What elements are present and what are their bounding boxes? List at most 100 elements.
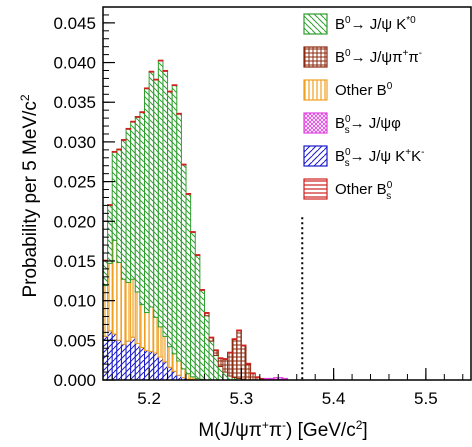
histogram-bar (222, 358, 229, 373)
histogram-bar (203, 315, 210, 381)
y-tick-label: 0.025 (53, 173, 96, 192)
legend-label: Other B0 s (335, 180, 393, 202)
legend-swatch (303, 79, 328, 101)
histogram-bar (171, 370, 178, 381)
histogram-bar (245, 362, 252, 365)
histogram-bar (213, 349, 219, 352)
histogram-bar (162, 335, 169, 363)
legend-label: B0 s→ J/ψφ (335, 114, 401, 136)
histogram-bar (167, 90, 173, 93)
histogram-bar (245, 363, 252, 381)
histogram-bar (263, 377, 270, 380)
legend-label: B0→ J/ψ K*0 (335, 15, 416, 33)
histogram-bar (125, 340, 132, 381)
histogram-bar (134, 291, 141, 344)
histogram-bar (208, 336, 215, 339)
x-tick-label: 5.5 (414, 389, 438, 408)
legend-swatch (303, 46, 328, 68)
histogram-bar (139, 112, 146, 306)
histogram-bar (194, 254, 201, 256)
histogram-bar (185, 193, 192, 195)
histogram-bar (176, 113, 182, 362)
histogram-bar (134, 116, 141, 118)
histogram-bar (167, 91, 173, 348)
histogram-bar (139, 346, 146, 381)
histogram-bar (111, 150, 118, 153)
histogram-bar (213, 350, 219, 356)
histogram-bar (148, 71, 155, 308)
legend-swatch (303, 145, 328, 167)
x-tick-label: 5.2 (137, 389, 161, 408)
legend-swatch (303, 178, 328, 200)
histogram-bar (240, 344, 247, 347)
histogram-bar (116, 339, 122, 381)
legend-label: B0 s→ J/ψ K+K- (335, 147, 424, 169)
histogram-bar (185, 193, 192, 375)
histogram-bars (102, 59, 289, 381)
histogram-bar (157, 60, 164, 328)
y-tick-label: 0.040 (53, 54, 96, 73)
histogram-bar (144, 350, 150, 381)
histogram-bar (134, 116, 141, 293)
histogram-bar (130, 336, 136, 381)
histogram-bar (236, 329, 242, 332)
histogram-bar (190, 231, 196, 233)
y-tick-label: 0.000 (53, 371, 96, 390)
histogram-bar (107, 330, 113, 381)
histogram-bar (185, 373, 192, 380)
histogram-bar (208, 340, 215, 381)
histogram-bar (259, 377, 265, 380)
axis-ticks: 0.000 0.005 0.010 0.015 0.020 0.025 0.030 0.035… (53, 14, 464, 408)
histogram-bar (130, 121, 136, 280)
histogram-bar (120, 343, 127, 381)
histogram-bar (144, 312, 150, 352)
histogram-bar (148, 306, 155, 352)
histogram-bar (134, 342, 141, 381)
histogram-bar (125, 128, 132, 283)
histogram-bar (157, 326, 164, 358)
histogram-bar (120, 278, 127, 345)
histogram-bar (282, 377, 289, 380)
histogram-bar (254, 376, 261, 379)
histogram-bar (171, 85, 178, 355)
histogram-bar (268, 377, 275, 380)
histogram-bar (111, 239, 118, 335)
histogram-bar (120, 139, 127, 280)
histogram-bar (130, 120, 136, 123)
histogram-bar (180, 368, 187, 379)
histogram-bar (231, 339, 238, 379)
histogram-bar (203, 312, 210, 314)
y-tick-label: 0.035 (53, 93, 96, 112)
x-tick-label: 5.3 (230, 389, 254, 408)
series-5 (263, 377, 289, 380)
histogram-bar (116, 148, 122, 151)
histogram-bar (217, 358, 224, 368)
histogram-bar (144, 88, 150, 314)
histogram-bar (227, 352, 233, 377)
histogram-bar (217, 357, 224, 360)
x-tick-label: 5.4 (322, 389, 346, 408)
histogram-bar (227, 351, 233, 354)
histogram-bar (139, 304, 146, 348)
histogram-bar (199, 289, 205, 291)
plot-frame (102, 6, 472, 381)
legend-swatch (303, 13, 328, 35)
histogram-bar (171, 84, 178, 87)
legend-label: B0→ J/ψπ+π- (335, 48, 422, 66)
histogram-bar (153, 79, 159, 318)
x-axis-title: M(J/ψπ+π-) [GeV/c2] (198, 418, 367, 441)
histogram-bar (162, 361, 169, 381)
histogram-bar (107, 204, 113, 264)
histogram-bar (157, 356, 164, 381)
histogram-bar (273, 377, 279, 380)
histogram-bar (125, 127, 132, 130)
histogram-bar (180, 163, 187, 166)
histogram-bar (148, 350, 155, 381)
histogram-bar (107, 262, 113, 332)
histogram-bar (116, 262, 122, 341)
y-axis-title: Probability per 5 MeV/c2 (18, 94, 41, 297)
histogram-bar (125, 281, 132, 342)
legend-swatch (303, 112, 328, 134)
y-tick-label: 0.015 (53, 252, 96, 271)
histogram-bar (199, 289, 205, 380)
